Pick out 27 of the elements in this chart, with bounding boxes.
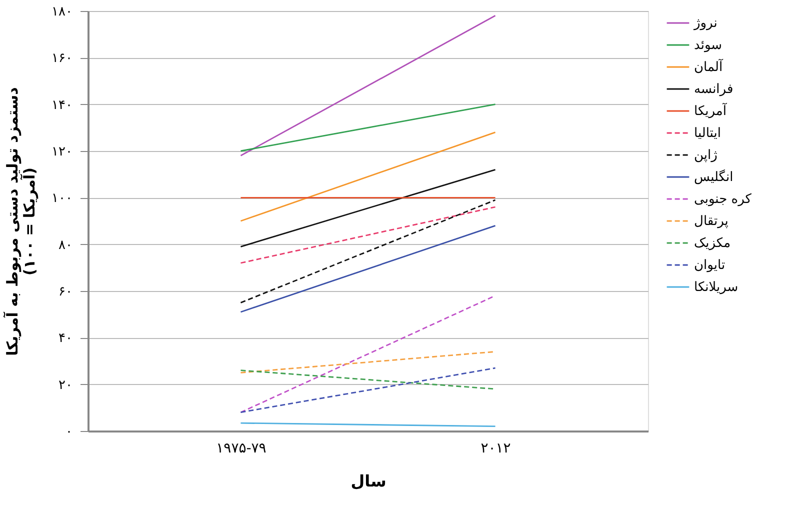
y-axis-title: دستمزد تولید دستی مربوط به آمریکا (آمریکا = ۱۰۰) [2, 86, 39, 356]
y-tick-label: ۱۴۰ [52, 98, 72, 113]
y-tick-label: ۲۰ [58, 378, 72, 393]
legend-label: آمریکا [694, 102, 728, 119]
legend-label: فرانسه [694, 82, 734, 97]
legend-label: انگلیس [694, 169, 734, 185]
y-tick-label: ۱۶۰ [52, 51, 72, 66]
y-tick-label: ۱۸۰ [52, 4, 72, 20]
legend-label: ژاپن [694, 148, 718, 163]
legend-label: ایتالیا [694, 126, 721, 141]
y-tick-label: ۱۲۰ [52, 144, 72, 160]
x-axis-title: سال [350, 472, 386, 490]
legend-label: پرتقال [694, 214, 729, 229]
x-tick-label: ۱۹۷۵-۷۹ [216, 440, 266, 456]
y-tick-label: ۱۰۰ [52, 191, 72, 206]
y-tick-label: ۸۰ [58, 238, 72, 253]
y-tick-label: ۰ [66, 424, 72, 440]
legend-label: نروژ [693, 16, 718, 31]
legend-label: کره جنوبی [694, 192, 752, 207]
y-tick-label: ۴۰ [58, 331, 72, 346]
legend-label: مکزیک [694, 236, 731, 251]
legend-label: آلمان [694, 58, 724, 75]
x-tick-label: ۲۰۱۲ [480, 440, 511, 456]
legend-label: سریلانکا [694, 280, 738, 295]
legend-label: تایوان [694, 258, 726, 273]
legend-label: سوئد [694, 38, 722, 53]
y-tick-label: ۶۰ [58, 284, 72, 300]
